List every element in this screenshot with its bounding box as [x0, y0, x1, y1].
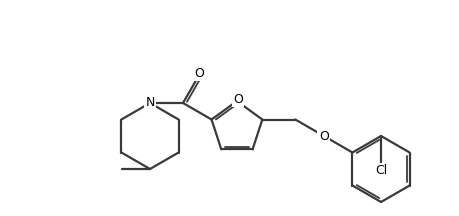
Text: O: O — [194, 67, 204, 80]
Text: O: O — [318, 130, 328, 143]
Text: Cl: Cl — [374, 165, 386, 178]
Text: O: O — [233, 93, 242, 106]
Text: N: N — [145, 97, 154, 110]
